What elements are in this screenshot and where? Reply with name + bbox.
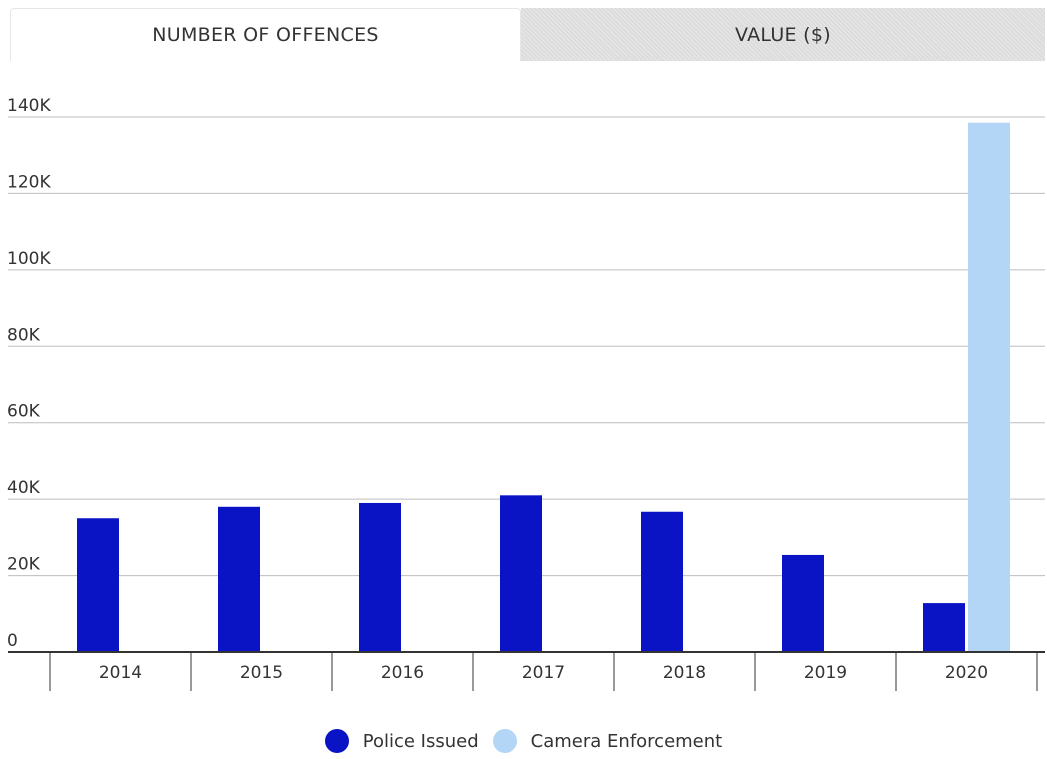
- legend-swatch-police-issued: [324, 729, 349, 753]
- legend-swatch-camera-enforcement: [492, 729, 517, 753]
- x-tick-label: 2016: [381, 663, 424, 683]
- y-tick-label: 0: [7, 631, 18, 651]
- x-tick-label: 2020: [945, 663, 988, 683]
- tab-value[interactable]: VALUE ($): [521, 8, 1045, 61]
- y-tick-label: 120K: [7, 172, 51, 192]
- bar-police-issued: [923, 603, 965, 652]
- x-tick-label: 2019: [804, 663, 847, 683]
- y-tick-label: 100K: [7, 249, 51, 269]
- tab-number-of-offences[interactable]: NUMBER OF OFFENCES: [10, 8, 521, 61]
- bar-chart: 0 20K 40K 60K 80K 100K 120K 140K 2014 2015 2016 201…: [7, 96, 1045, 691]
- legend-item-police-issued[interactable]: Police Issued: [324, 729, 479, 753]
- x-tick-label: 2018: [663, 663, 706, 683]
- legend-item-camera-enforcement[interactable]: Camera Enforcement: [492, 729, 723, 753]
- bar-police-issued: [782, 554, 824, 652]
- bar-police-issued: [500, 495, 542, 652]
- x-tick-label: 2017: [522, 663, 565, 683]
- y-tick-label: 20K: [7, 555, 41, 575]
- bar-police-issued: [218, 506, 260, 652]
- bar-police-issued: [641, 511, 683, 652]
- chart-tabs: NUMBER OF OFFENCES VALUE ($): [10, 8, 1045, 61]
- y-tick-label: 60K: [7, 402, 41, 422]
- bar-police-issued: [77, 518, 119, 652]
- bar-camera-enforcement: [968, 122, 1010, 653]
- x-tick-label: 2014: [99, 663, 142, 683]
- x-tick-label: 2015: [240, 663, 283, 683]
- y-tick-label: 40K: [7, 478, 41, 498]
- chart-legend: Police Issued Camera Enforcement: [0, 726, 1047, 756]
- y-tick-label: 80K: [7, 325, 41, 345]
- legend-label-police-issued: Police Issued: [362, 730, 479, 752]
- legend-label-camera-enforcement: Camera Enforcement: [530, 730, 723, 752]
- bar-police-issued: [359, 502, 401, 652]
- y-tick-label: 140K: [7, 96, 51, 116]
